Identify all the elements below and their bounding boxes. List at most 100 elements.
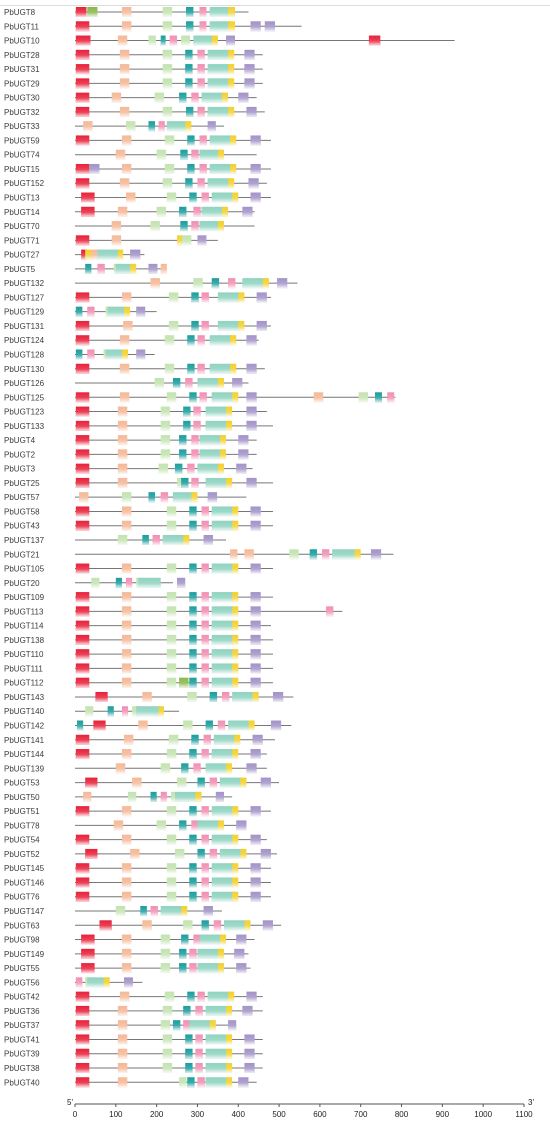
motif-box-shade xyxy=(236,963,247,974)
motif-box-shade xyxy=(75,21,90,32)
motif-box-shade xyxy=(160,906,184,917)
motif-box-shade xyxy=(117,1062,128,1073)
motif-box-shade xyxy=(228,278,236,289)
gene-row: PbUGT111 xyxy=(4,663,273,674)
motif-box-shade xyxy=(232,392,239,403)
motif-box-shade xyxy=(185,1062,193,1073)
motif-box-shade xyxy=(211,891,235,902)
motif-box-shade xyxy=(186,7,194,17)
motif-box-shade xyxy=(250,891,261,902)
motif-box-shade xyxy=(219,435,227,446)
motif-box-shade xyxy=(187,335,195,346)
motif-box-shade xyxy=(183,1005,191,1016)
motif-box-shade xyxy=(189,891,197,902)
motif-box-shade xyxy=(177,777,187,788)
motif-box-shade xyxy=(121,21,132,32)
motif-box-shade xyxy=(132,777,142,788)
motif-box-shade xyxy=(228,720,251,731)
motif-box-shade xyxy=(126,577,133,588)
gene-label: PbUGT51 xyxy=(4,807,40,816)
motif-box-shade xyxy=(162,1005,173,1016)
motif-box-shade xyxy=(166,563,177,574)
motif-box-shade xyxy=(162,1062,173,1073)
motif-box-shade xyxy=(260,848,271,859)
motif-box-shade xyxy=(250,877,261,888)
motif-box-shade xyxy=(219,848,243,859)
motif-box-shade xyxy=(199,934,222,945)
motif-box-shade xyxy=(130,263,137,274)
motif-box-shade xyxy=(217,820,224,831)
motif-box-shade xyxy=(197,948,220,959)
gene-label: PbUGT114 xyxy=(4,622,44,631)
motif-box-shade xyxy=(136,349,146,360)
x-tick-label: 300 xyxy=(191,1110,205,1119)
motif-box-shade xyxy=(162,78,173,89)
motif-box-shade xyxy=(181,906,188,917)
motif-box-shade xyxy=(219,934,227,945)
motif-box-shade xyxy=(130,848,140,859)
gene-label: PbUGT124 xyxy=(4,336,45,345)
motif-box-shade xyxy=(201,677,209,688)
gene-row: PbUGT2 xyxy=(4,449,257,460)
motif-box-shade xyxy=(217,720,226,731)
axis-end-label: 3' xyxy=(528,1098,534,1107)
gene-label: PbUGT32 xyxy=(4,108,40,117)
motif-box-shade xyxy=(207,991,231,1002)
motif-box-shade xyxy=(166,592,177,603)
motif-box-shade xyxy=(185,178,193,189)
motif-box-shade xyxy=(179,948,187,959)
x-tick-label: 700 xyxy=(354,1110,368,1119)
motif-box-shade xyxy=(250,634,261,645)
motif-box-shade xyxy=(75,92,90,103)
motif-box-shade xyxy=(199,7,207,17)
motif-box-shade xyxy=(123,977,133,988)
motif-box-shade xyxy=(119,363,130,374)
motif-box-shade xyxy=(172,1020,181,1031)
gene-label: PbUGT2 xyxy=(4,450,36,459)
gene-row: PbUGT143 xyxy=(4,691,294,702)
motif-box-shade xyxy=(189,806,197,817)
motif-box-shade xyxy=(207,49,231,60)
gene-label: PbUGT149 xyxy=(4,950,45,959)
motif-box-shade xyxy=(238,320,245,331)
motif-box-shade xyxy=(117,435,128,446)
motif-box-shade xyxy=(121,135,132,146)
motif-box-shade xyxy=(121,349,129,360)
motif-box-shade xyxy=(207,64,231,75)
x-tick-label: 500 xyxy=(272,1110,286,1119)
motif-box-shade xyxy=(187,135,195,146)
motif-box-shade xyxy=(197,777,205,788)
motif-box-shade xyxy=(189,620,197,631)
motif-box-shade xyxy=(211,35,218,46)
gene-label: PbUGT139 xyxy=(4,764,45,773)
motif-box-shade xyxy=(166,749,177,760)
gene-label: PbUGT43 xyxy=(4,522,40,531)
motif-box-shade xyxy=(193,763,201,774)
gene-row: PbUGT38 xyxy=(4,1062,263,1073)
motif-box-shade xyxy=(111,235,122,246)
motif-box-shade xyxy=(217,378,224,389)
motif-box-shade xyxy=(121,963,132,974)
motif-box-shade xyxy=(81,948,95,959)
motif-box-shade xyxy=(211,620,235,631)
motif-box-shade xyxy=(209,335,233,346)
motif-box-shade xyxy=(89,163,100,174)
motif-box-shade xyxy=(189,749,197,760)
motif-box-shade xyxy=(191,92,199,103)
motif-box-shade xyxy=(228,78,235,89)
motif-box-shade xyxy=(217,221,224,232)
motif-box-shade xyxy=(121,563,132,574)
motif-box-shade xyxy=(236,463,247,474)
motif-box-shade xyxy=(75,306,83,317)
motif-box-shade xyxy=(181,35,191,46)
motif-box-shade xyxy=(211,606,235,617)
motif-box-shade xyxy=(111,221,122,232)
motif-box-shade xyxy=(136,306,146,317)
motif-box-shade xyxy=(248,178,259,189)
motif-box-shade xyxy=(205,477,229,488)
motif-box-shade xyxy=(246,106,257,117)
gene-row: PbUGT71 xyxy=(4,235,218,246)
motif-box-shade xyxy=(166,806,177,817)
motif-box-shade xyxy=(185,78,193,89)
motif-box-shade xyxy=(242,206,253,217)
